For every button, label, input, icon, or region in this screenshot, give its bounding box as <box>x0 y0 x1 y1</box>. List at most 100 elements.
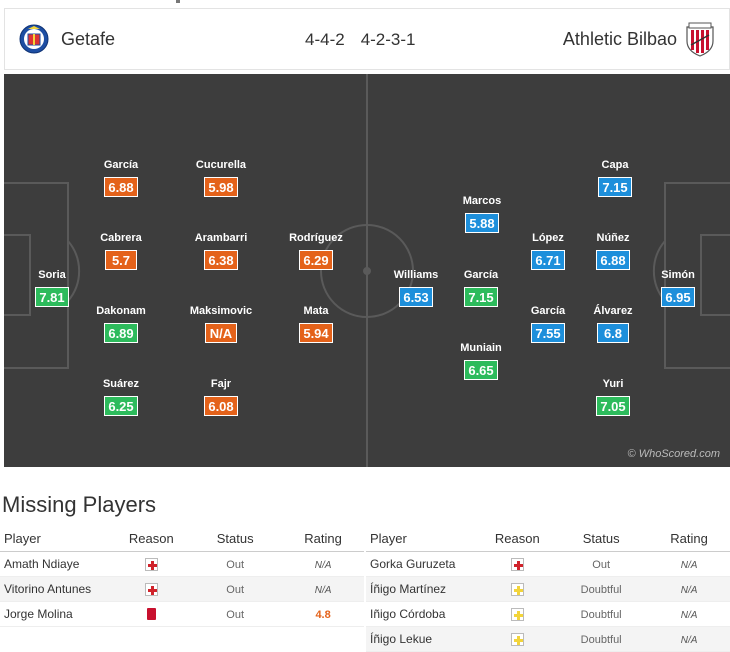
player-home-10[interactable]: Suárez 6.25 <box>81 378 161 416</box>
player-name: Simón <box>661 269 695 281</box>
player-home-6[interactable]: Soria 7.81 <box>12 269 92 307</box>
player-rating: N/A <box>205 323 237 343</box>
player-home-5[interactable]: Rodríguez 6.29 <box>276 232 356 270</box>
player-away-6[interactable]: García 7.15 <box>441 269 521 307</box>
col-rating: Rating <box>282 527 364 552</box>
player-away-8[interactable]: García 7.55 <box>508 305 588 343</box>
player-rating: 5.7 <box>105 250 137 270</box>
col-status: Status <box>188 527 283 552</box>
table-row: Vitorino Antunes Out N/A <box>0 576 364 602</box>
top-edge <box>0 0 730 7</box>
player-rating: 7.55 <box>531 323 565 343</box>
player-rating: 5.98 <box>204 177 238 197</box>
player-home-11[interactable]: Fajr 6.08 <box>181 378 261 416</box>
player-name: Williams <box>393 269 439 281</box>
home-team-name[interactable]: Getafe <box>61 28 116 49</box>
missing-player-name[interactable]: Íñigo Martínez <box>366 576 481 602</box>
home-team[interactable]: Getafe <box>19 23 115 55</box>
pitch: García 6.88 Cucurella 5.98 Cabrera 5.7 Aram… <box>4 74 730 467</box>
missing-player-name[interactable]: Gorka Guruzeta <box>366 551 481 577</box>
reason-cell <box>480 551 555 577</box>
player-away-11[interactable]: Yuri 7.05 <box>573 378 653 416</box>
player-away-4[interactable]: Núñez 6.88 <box>573 232 653 270</box>
player-away-3[interactable]: López 6.71 <box>508 232 588 270</box>
player-away-2[interactable]: Marcos 5.88 <box>442 195 522 233</box>
missing-player-name[interactable]: Amath Ndiaye <box>0 551 115 577</box>
rating-text: 4.8 <box>315 608 331 621</box>
player-home-7[interactable]: Dakonam 6.89 <box>81 305 161 343</box>
player-rating: 6.88 <box>104 177 138 197</box>
athletic-crest-icon <box>686 22 714 57</box>
away-team-name[interactable]: Athletic Bilbao <box>562 28 677 49</box>
player-name: Fajr <box>210 378 232 390</box>
player-name: Rodríguez <box>289 232 343 244</box>
away-team[interactable]: Athletic Bilbao <box>563 21 715 57</box>
player-home-9[interactable]: Mata 5.94 <box>276 305 356 343</box>
doubtful-icon <box>510 607 524 621</box>
pitch-lines <box>4 74 730 467</box>
home-formation: 4-4-2 <box>305 30 345 49</box>
player-away-9[interactable]: Álvarez 6.8 <box>573 305 653 343</box>
status-text: Doubtful <box>580 583 622 596</box>
player-name: Mata <box>303 305 329 317</box>
rating-text: N/A <box>680 584 698 596</box>
player-away-5[interactable]: Williams 6.53 <box>376 269 456 307</box>
reason-cell <box>480 601 555 627</box>
table-row: Iñigo Córdoba Doubtful N/A <box>366 601 730 627</box>
player-home-1[interactable]: García 6.88 <box>81 159 161 197</box>
rating-text: N/A <box>680 609 698 621</box>
status-text: Doubtful <box>580 608 622 621</box>
player-name: Álvarez <box>593 305 633 317</box>
top-tick <box>176 0 180 3</box>
player-home-3[interactable]: Cabrera 5.7 <box>81 232 161 270</box>
injury-icon <box>510 557 524 571</box>
player-away-7[interactable]: Simón 6.95 <box>638 269 718 307</box>
missing-player-name[interactable]: Íñigo Lekue <box>366 626 481 652</box>
red-card-icon <box>146 608 156 621</box>
player-rating: 6.89 <box>104 323 138 343</box>
rating-text: N/A <box>680 559 698 571</box>
status-text: Out <box>592 558 611 571</box>
missing-player-name[interactable]: Iñigo Córdoba <box>366 601 481 627</box>
reason-cell <box>480 626 555 652</box>
player-rating: 7.81 <box>35 287 69 307</box>
missing-away-table: Player Reason Status Rating Gorka Guruze… <box>366 527 730 652</box>
rating-text: N/A <box>680 634 698 646</box>
player-rating: 7.15 <box>598 177 632 197</box>
player-home-2[interactable]: Cucurella 5.98 <box>181 159 261 197</box>
missing-players-title: Missing Players <box>2 492 157 517</box>
player-home-8[interactable]: Maksimovic N/A <box>181 305 261 343</box>
player-name: García <box>530 305 566 317</box>
rating-text: N/A <box>314 584 332 596</box>
player-rating: 6.38 <box>204 250 238 270</box>
player-rating: 5.94 <box>299 323 333 343</box>
player-rating: 6.95 <box>661 287 695 307</box>
player-rating: 6.71 <box>531 250 565 270</box>
status-text: Out <box>226 558 245 571</box>
player-away-10[interactable]: Muniain 6.65 <box>441 342 521 380</box>
reason-cell <box>114 551 189 577</box>
player-away-1[interactable]: Capa 7.15 <box>575 159 655 197</box>
table-row: Íñigo Martínez Doubtful N/A <box>366 576 730 602</box>
player-name: Muniain <box>460 342 502 354</box>
reason-cell <box>480 576 555 602</box>
reason-cell <box>114 576 189 602</box>
watermark: © WhoScored.com <box>627 448 720 460</box>
player-name: Núñez <box>596 232 630 244</box>
missing-player-name[interactable]: Jorge Molina <box>0 601 115 627</box>
col-player: Player <box>0 527 115 552</box>
status-text: Doubtful <box>580 633 622 646</box>
player-name: Capa <box>601 159 629 171</box>
player-rating: 7.15 <box>464 287 498 307</box>
player-rating: 6.88 <box>596 250 630 270</box>
col-rating: Rating <box>648 527 730 552</box>
doubtful-icon <box>510 582 524 596</box>
injury-icon <box>144 582 158 596</box>
player-home-4[interactable]: Arambarri 6.38 <box>181 232 261 270</box>
table-row: Gorka Guruzeta Out N/A <box>366 551 730 577</box>
player-rating: 6.29 <box>299 250 333 270</box>
status-text: Out <box>226 583 245 596</box>
player-rating: 7.05 <box>596 396 630 416</box>
missing-player-name[interactable]: Vitorino Antunes <box>0 576 115 602</box>
player-name: Marcos <box>462 195 502 207</box>
